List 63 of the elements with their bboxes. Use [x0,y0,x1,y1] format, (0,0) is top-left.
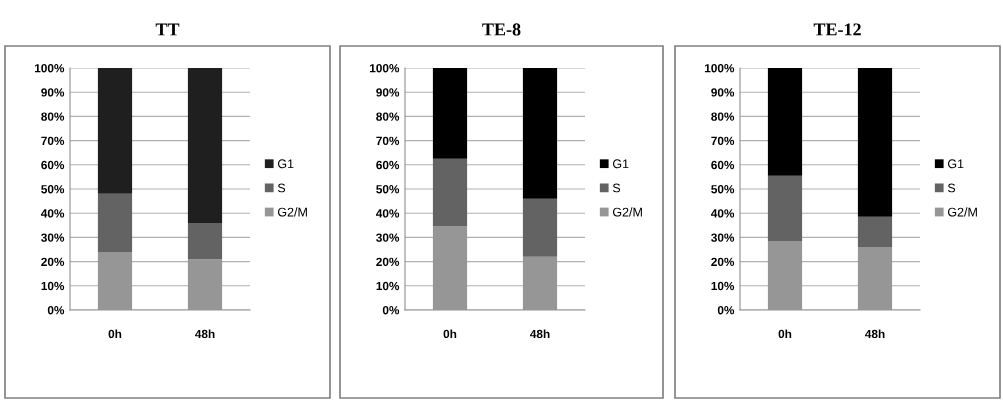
bar [97,193,133,252]
y-tick-label: 90% [711,88,735,97]
y-tick-label: 100% [370,64,400,73]
y-tick-label: 90% [41,88,65,97]
bar [767,68,803,176]
y-tick-label: 10% [711,281,735,291]
y-tick-label: 60% [41,160,65,170]
y-tick-label: 40% [41,209,65,218]
y-tick-label: 0% [717,306,735,315]
legend-label: G2/M [612,207,642,217]
bar [432,158,468,227]
y-tick-label: 20% [41,257,65,266]
y-tick-label: 60% [711,160,735,170]
legend-label: S [277,183,286,193]
x-tick-label: 48h [195,329,215,339]
y-tick-label: 0% [382,306,400,315]
y-tick-label: 10% [41,281,65,291]
y-tick-label: 90% [376,88,400,97]
x-tick-label: 0h [443,329,457,339]
y-tick-label: 60% [376,160,400,170]
bar [97,68,133,194]
y-tick-label: 80% [41,112,65,121]
y-tick-label: 40% [376,209,400,218]
bar [432,68,468,159]
legend-label: G1 [612,159,629,169]
y-tick-label: 80% [376,112,400,121]
y-tick-label: 0% [47,306,65,315]
x-tick-label: 48h [865,329,885,339]
legend-label: G2/M [947,207,977,217]
y-tick-label: 30% [376,233,400,242]
y-tick-label: 70% [711,136,735,145]
x-tick-label: 0h [108,329,122,339]
legend-label: S [612,183,621,193]
y-tick-label: 100% [35,64,65,73]
y-tick-label: 100% [705,64,735,73]
y-tick-label: 50% [376,185,400,194]
bar [522,68,558,199]
bar [522,198,558,257]
y-tick-label: 20% [711,257,735,266]
bar [187,222,223,260]
x-tick-label: 0h [778,329,792,339]
bar [187,68,223,223]
chart-title: TE-12 [813,23,861,36]
y-tick-label: 80% [711,112,735,121]
bar [857,68,893,217]
bar [857,216,893,248]
legend-label: G1 [277,159,294,169]
x-tick-label: 48h [530,329,550,339]
y-tick-label: 20% [376,257,400,266]
y-tick-label: 70% [41,136,65,145]
bar [767,175,803,242]
legend-label: G2/M [277,207,307,217]
y-tick-label: 40% [711,209,735,218]
y-tick-label: 50% [41,185,65,194]
y-tick-label: 50% [711,185,735,194]
y-tick-label: 30% [41,233,65,242]
chart-title: TT [155,23,180,36]
legend-label: G1 [947,159,964,169]
chart-title: TE-8 [482,23,521,36]
legend-label: S [947,183,956,193]
y-tick-label: 70% [376,136,400,145]
y-tick-label: 30% [711,233,735,242]
y-tick-label: 10% [376,281,400,291]
